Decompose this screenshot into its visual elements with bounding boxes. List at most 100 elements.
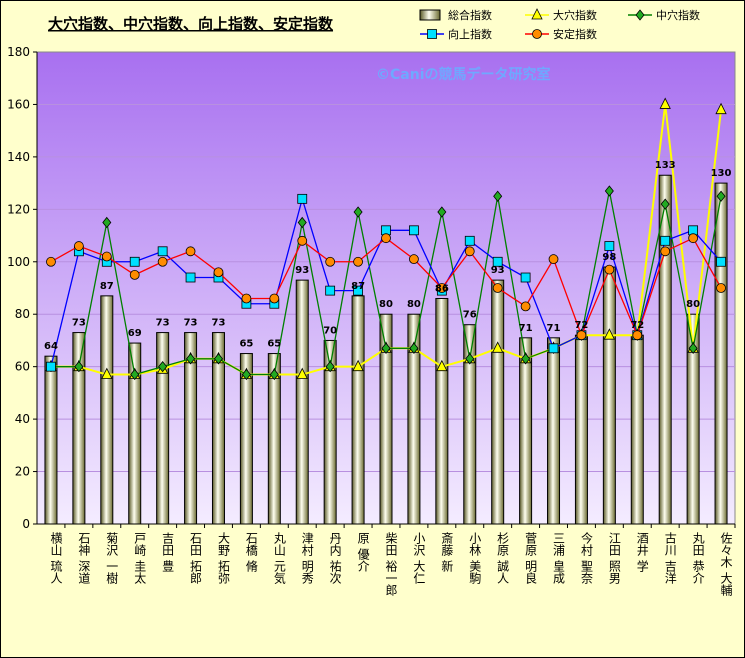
data-point — [604, 185, 614, 197]
x-tick-label: 今村 聖奈 — [579, 531, 593, 584]
y-tick-label: 100 — [7, 255, 30, 269]
bar-total — [714, 182, 728, 525]
data-point — [213, 353, 223, 365]
y-tick-label: 40 — [15, 412, 30, 426]
x-tick-label: 古川 吉洋 — [663, 531, 677, 584]
data-label: 70 — [323, 325, 337, 336]
data-point — [604, 264, 615, 275]
data-point — [660, 235, 671, 246]
data-point — [381, 342, 391, 354]
data-point — [129, 256, 140, 267]
bar-total — [295, 279, 309, 525]
x-tick-label: 戸崎 圭太 — [133, 532, 147, 584]
data-label: 80 — [686, 299, 700, 310]
data-label: 87 — [100, 281, 114, 292]
watermark-text: ©Caniの競馬データ研究室 — [376, 66, 551, 83]
x-tick-label: 江田 照男 — [607, 532, 621, 584]
data-point — [659, 97, 671, 109]
legend-label: 向上指数 — [448, 27, 492, 41]
bar-total — [351, 295, 365, 525]
data-point — [101, 251, 112, 262]
data-point — [46, 361, 56, 372]
data-point — [353, 206, 363, 218]
bar-total — [630, 334, 644, 525]
data-point — [548, 343, 559, 354]
x-tick-label: 丹内 祐次 — [328, 532, 342, 584]
bar-total — [435, 297, 449, 525]
x-tick-label: 小林 美駒 — [468, 532, 482, 585]
legend-marker — [635, 9, 645, 21]
y-tick-label: 60 — [15, 360, 30, 374]
data-point — [297, 216, 307, 229]
data-point — [325, 361, 335, 373]
bar-total — [100, 295, 114, 525]
data-point — [603, 328, 616, 340]
data-point — [716, 190, 726, 202]
data-label: 65 — [267, 339, 281, 350]
x-tick-label: 丸山 元気 — [272, 532, 286, 585]
data-label: 80 — [379, 299, 393, 310]
data-point — [409, 342, 419, 354]
data-point — [604, 241, 615, 251]
data-label: 71 — [547, 323, 561, 334]
y-tick-label: 80 — [15, 307, 30, 321]
data-label: 98 — [602, 252, 616, 263]
y-tick-label: 120 — [7, 202, 30, 216]
data-label: 80 — [407, 299, 421, 310]
line-series — [45, 97, 727, 381]
legend-marker — [427, 29, 437, 39]
x-tick-label: 原 優介 — [356, 532, 370, 572]
data-labels: 64 73 87 69 73 73 73 65 65 93 70 87 80 80 86 76 93 71 71 72… — [44, 160, 732, 352]
x-tick-label: 小沢 大仁 — [412, 532, 426, 584]
y-tick-label: 0 — [22, 517, 30, 531]
bar-total — [574, 334, 588, 525]
data-label: 86 — [435, 283, 449, 294]
data-point — [269, 368, 279, 381]
data-point — [436, 283, 447, 293]
data-point — [352, 359, 364, 372]
data-point — [381, 233, 391, 244]
data-point — [716, 283, 726, 293]
data-point — [46, 256, 56, 267]
data-point — [185, 246, 196, 257]
data-point — [241, 368, 251, 381]
data-label: 72 — [630, 320, 644, 331]
data-label: 64 — [44, 341, 58, 352]
data-point — [688, 233, 699, 244]
data-point — [325, 256, 336, 267]
data-point — [213, 267, 224, 278]
x-tick-label: 斎藤 新 — [440, 531, 454, 572]
legend-swatch — [419, 9, 441, 21]
x-tick-label: 柴田 裕一郎 — [384, 532, 398, 596]
data-label: 130 — [711, 168, 732, 179]
data-label: 65 — [239, 339, 253, 350]
x-tick-label: 津村 明秀 — [300, 532, 314, 584]
bar-total — [491, 279, 505, 525]
bar-series — [44, 174, 728, 525]
x-tick-label: 菊沢 一樹 — [105, 532, 119, 584]
data-label: 72 — [574, 320, 588, 331]
data-point — [493, 190, 503, 202]
data-label: 73 — [212, 318, 226, 329]
data-point — [353, 256, 363, 267]
data-point — [241, 293, 252, 304]
bar-total — [547, 337, 561, 525]
legend-label: 大穴指数 — [553, 8, 597, 22]
data-point — [130, 368, 140, 381]
bar-total — [519, 337, 533, 525]
data-point — [660, 246, 671, 257]
legend-marker — [532, 29, 542, 39]
legend-label: 安定指数 — [553, 27, 597, 41]
data-point — [409, 225, 419, 236]
data-point — [409, 254, 419, 265]
data-label: 76 — [463, 310, 477, 321]
x-tick-label: 三浦 皇成 — [552, 532, 566, 584]
data-label: 73 — [72, 318, 86, 329]
data-point — [520, 301, 531, 312]
data-label: 87 — [351, 281, 365, 292]
data-label: 71 — [519, 323, 533, 334]
x-tick-label: 横山 琉人 — [49, 532, 63, 584]
x-tick-label: 酒井 学 — [635, 532, 649, 572]
